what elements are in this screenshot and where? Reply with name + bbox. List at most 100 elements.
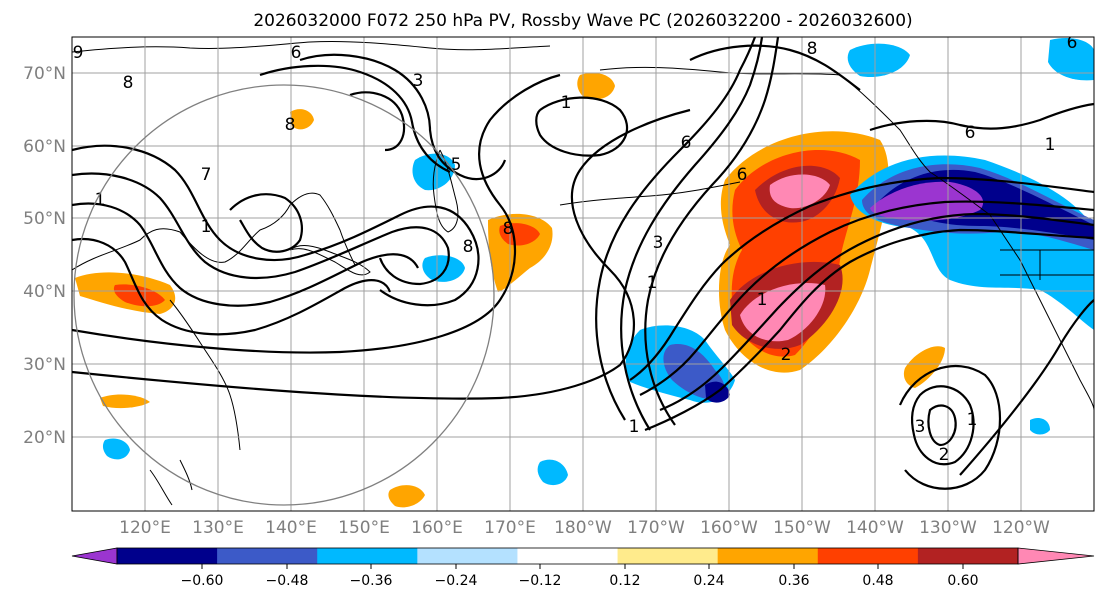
contour-label: 1	[561, 93, 572, 113]
contour-label: 3	[413, 71, 424, 91]
contour-line	[629, 176, 1094, 381]
contour-line	[72, 202, 419, 307]
positive-anomaly-north-mid	[290, 109, 314, 130]
colorbar-tick-label: −0.36	[350, 573, 393, 589]
contour-line	[72, 144, 480, 307]
focus-circle	[73, 84, 495, 506]
coastline-philippines	[149, 459, 193, 506]
contour-label: 1	[629, 417, 640, 437]
colorbar-ticks	[201, 564, 964, 569]
lon-label: 160°W	[700, 518, 758, 538]
lat-label: 70°N	[23, 64, 66, 84]
lon-label: 170°E	[484, 518, 536, 538]
contour-label: 1	[201, 217, 212, 237]
lon-label: 140°E	[265, 518, 317, 538]
contour-label: 1	[647, 273, 658, 293]
colorbar-segments	[71, 547, 1095, 565]
negative-anomaly-sw	[102, 438, 130, 460]
positive-anomaly-alaska-n	[577, 72, 615, 100]
contour-label: 6	[737, 165, 748, 185]
contour-line	[72, 108, 691, 400]
positive-anomaly-baja	[903, 346, 945, 388]
coastline-kamchatka	[432, 149, 459, 233]
negative-anomaly-arctic	[847, 43, 910, 78]
lon-label: 120°W	[992, 518, 1050, 538]
negative-anomaly-south	[537, 459, 568, 486]
contour-label: 8	[463, 237, 474, 257]
negative-anomaly-arctic-e	[1048, 38, 1094, 81]
negative-anomaly-kuril	[422, 255, 465, 282]
contour-line	[620, 37, 764, 431]
pv-contours	[72, 37, 1094, 490]
colorbar-tick-label: 0.36	[778, 573, 809, 589]
lon-label: 120°E	[119, 518, 171, 538]
contour-line	[869, 102, 1094, 132]
contour-line	[229, 193, 303, 253]
colorbar-segment	[317, 548, 418, 564]
contour-label: 6	[681, 133, 692, 153]
lat-label: 60°N	[23, 137, 66, 157]
map-frame	[71, 36, 1095, 512]
lon-label: 130°W	[919, 518, 977, 538]
contour-label: 1	[967, 410, 978, 430]
colorbar-tick-label: −0.60	[181, 573, 224, 589]
lon-label: 130°E	[192, 518, 244, 538]
colorbar-tick-label: −0.24	[435, 573, 478, 589]
negative-anomaly-hawaii	[1030, 418, 1050, 435]
longitude-labels: 120°E 130°E 140°E 150°E 160°E 170°E 180°…	[119, 518, 1050, 538]
contour-line	[349, 91, 406, 152]
contour-label: 3	[653, 233, 664, 253]
graticule	[72, 37, 1094, 511]
pv-anomaly-shading	[75, 38, 1094, 508]
positive-anomaly-pink	[740, 174, 830, 342]
contour-line	[644, 37, 780, 426]
figure-title: 2026032000 F072 250 hPa PV, Rossby Wave …	[253, 11, 912, 31]
contour-line	[72, 238, 392, 336]
coastline-korea-china	[169, 299, 241, 451]
coastline-canada-east	[1000, 249, 1094, 280]
map-panel: 8 1 6 3 1 5 8 7 1 8 6 3 8 1 1 6 6 2 1 2 …	[71, 33, 1095, 512]
contour-line	[72, 73, 561, 354]
lat-label: 30°N	[23, 355, 66, 375]
contour-label: 8	[503, 219, 514, 239]
contour-line	[299, 53, 507, 181]
positive-anomaly-south	[388, 485, 425, 508]
colorbar-segment	[417, 548, 518, 564]
contour-line	[535, 96, 629, 157]
contour-line	[659, 212, 1094, 412]
colorbar-segment	[617, 548, 719, 564]
colorbar-segment	[817, 548, 919, 564]
lon-label: 140°W	[846, 518, 904, 538]
colorbar-segment	[517, 548, 619, 564]
lat-label: 40°N	[23, 282, 66, 302]
colorbar-tick-label: 0.12	[609, 573, 640, 589]
colorbar-tick-label: −0.12	[519, 573, 562, 589]
lon-label: 150°W	[773, 518, 831, 538]
contour-label: 2	[939, 445, 950, 465]
contour-label: 3	[915, 417, 926, 437]
colorbar-tick-label: 0.48	[862, 573, 893, 589]
positive-anomaly-sw	[100, 394, 150, 409]
colorbar: −0.60 −0.48 −0.36 −0.24 −0.12 0.12 0.24 …	[71, 547, 1095, 589]
colorbar-tick-label: 0.60	[947, 573, 978, 589]
contour-label: 9	[73, 43, 84, 63]
contour-label: 6	[1067, 33, 1078, 53]
colorbar-segment	[917, 548, 1019, 564]
colorbar-segment	[717, 548, 819, 564]
coastline-japan	[289, 245, 371, 276]
colorbar-tick-label: 0.24	[693, 573, 724, 589]
colorbar-extend-low	[71, 547, 118, 565]
contour-line	[639, 200, 1094, 396]
lon-label: 160°E	[411, 518, 463, 538]
contour-label: 1	[95, 190, 106, 210]
contour-label: 1	[1045, 135, 1056, 155]
contour-line	[959, 299, 1094, 476]
contour-label: 8	[123, 73, 134, 93]
contour-labels: 8 1 6 3 1 5 8 7 1 8 6 3 8 1 1 6 6 2 1 2 …	[73, 33, 1078, 465]
lon-label: 170°W	[627, 518, 685, 538]
contour-line	[595, 37, 757, 421]
contour-line	[259, 64, 451, 174]
contour-label: 8	[285, 115, 296, 135]
contour-line	[689, 44, 861, 91]
positive-anomaly-dateline-red	[499, 223, 540, 246]
